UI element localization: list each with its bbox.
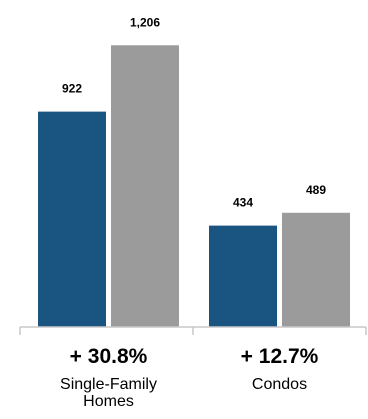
bar-1-1 (38, 111, 106, 328)
bar-2-1 (209, 225, 277, 327)
category-label-2-line-1: Condos (252, 376, 307, 393)
bar-1-2 (111, 45, 179, 327)
value-label-1-2: 1,206 (130, 15, 160, 29)
axes-layer (19, 326, 367, 335)
bars-layer (38, 45, 350, 328)
change-label-1: + 30.8% (70, 345, 148, 368)
value-labels-layer: 922 1,206 434 489 (62, 15, 326, 209)
bar-2-2 (282, 212, 350, 327)
category-label-1-line-2: Homes (83, 393, 134, 410)
value-label-2-1: 434 (233, 196, 253, 210)
value-label-2-2: 489 (306, 183, 326, 197)
category-label-1-line-1: Single-Family (60, 376, 157, 393)
change-labels-layer: + 30.8% + 12.7% (70, 345, 319, 368)
value-label-1-1: 922 (62, 82, 82, 96)
change-label-2: + 12.7% (241, 345, 319, 368)
